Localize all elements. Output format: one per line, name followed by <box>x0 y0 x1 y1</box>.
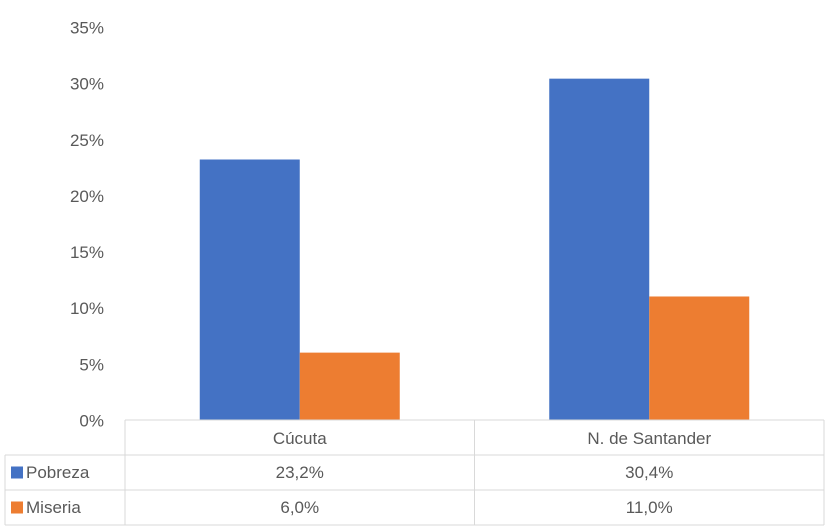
bar <box>649 296 750 420</box>
y-tick-label: 30% <box>70 75 104 94</box>
legend-label: Miseria <box>26 498 81 517</box>
y-tick-label: 15% <box>70 243 104 262</box>
y-tick-label: 25% <box>70 131 104 150</box>
data-label: 23,2% <box>276 463 324 482</box>
x-tick-label: Cúcuta <box>273 429 327 448</box>
legend-key <box>11 501 23 514</box>
x-tick-label: N. de Santander <box>587 429 711 448</box>
legend-key <box>11 466 23 479</box>
bar <box>299 352 400 420</box>
legend-label: Pobreza <box>26 463 90 482</box>
y-tick-label: 10% <box>70 299 104 318</box>
y-tick-label: 0% <box>79 411 104 430</box>
y-tick-label: 5% <box>79 355 104 374</box>
data-label: 30,4% <box>625 463 673 482</box>
data-label: 6,0% <box>280 498 319 517</box>
y-tick-label: 35% <box>70 18 104 37</box>
bar <box>549 78 650 420</box>
data-label: 11,0% <box>626 498 673 517</box>
y-tick-label: 20% <box>70 187 104 206</box>
bar <box>199 159 300 421</box>
